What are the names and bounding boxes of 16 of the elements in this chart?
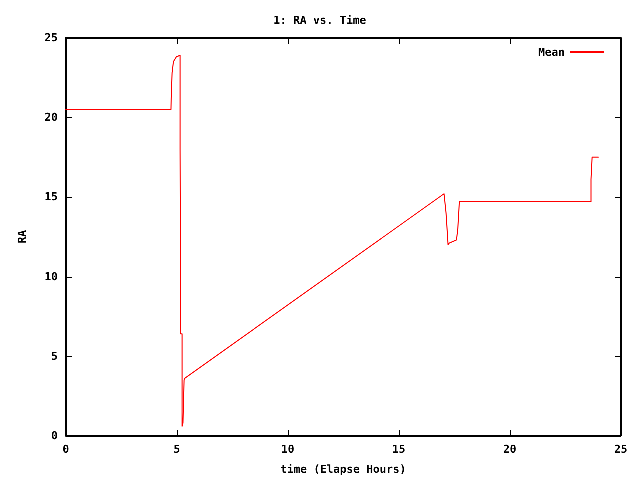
x-tick-label: 10 xyxy=(281,443,295,456)
x-tick-label: 20 xyxy=(503,443,517,456)
y-tick-label: 5 xyxy=(51,350,58,363)
y-tick-label: 0 xyxy=(51,430,58,442)
x-tick-label: 5 xyxy=(174,443,180,456)
chart-title: 1: RA vs. Time xyxy=(274,14,367,27)
y-axis-title: RA xyxy=(16,230,29,244)
x-axis-title: time (Elapse Hours) xyxy=(280,463,406,476)
y-tick-label: 25 xyxy=(44,32,58,44)
x-tick-label: 25 xyxy=(614,443,628,456)
x-tick-label: 0 xyxy=(62,443,70,456)
x-tick-label: 15 xyxy=(392,443,406,456)
y-tick-label: 15 xyxy=(44,190,58,204)
y-tick-label: 20 xyxy=(44,111,58,124)
y-tick-label: 10 xyxy=(44,270,58,284)
legend-label: Mean xyxy=(538,46,565,59)
